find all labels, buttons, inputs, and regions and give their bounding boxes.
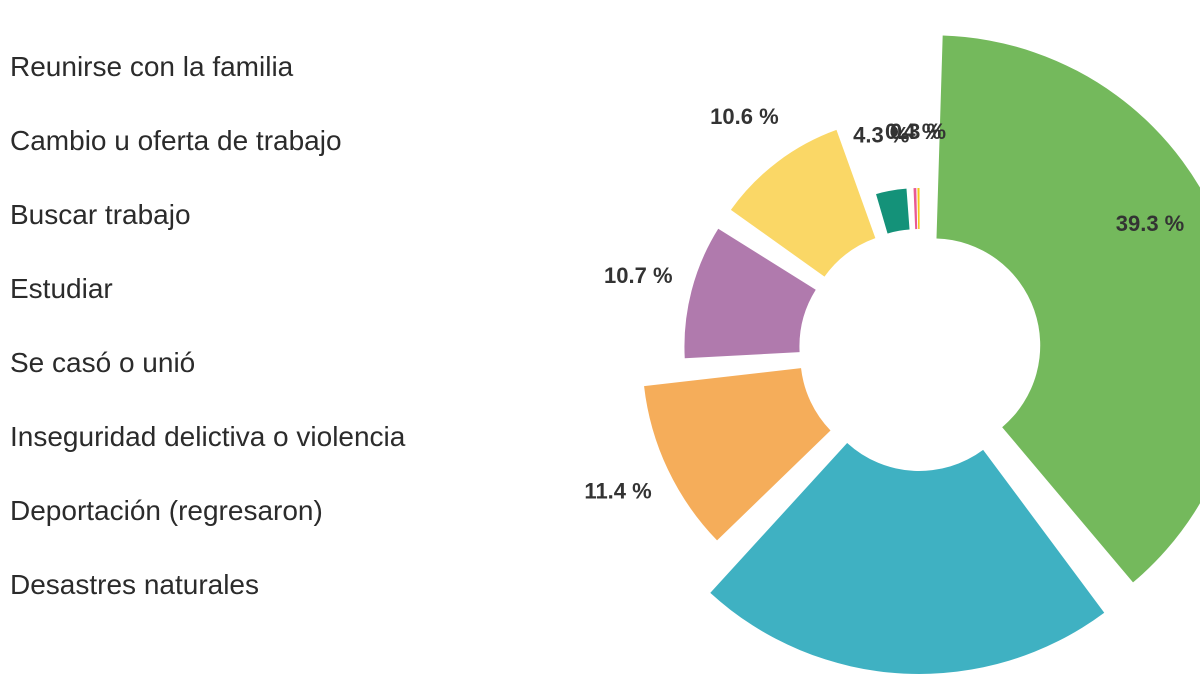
data-label-desastres-naturales: 0.3 % [890, 119, 946, 144]
data-label-se-caso-o-unio: 10.6 % [710, 104, 779, 129]
legend-item-desastres-naturales: Desastres naturales [10, 569, 260, 600]
legend-item-se-caso-o-unio: Se casó o unió [10, 347, 196, 378]
data-label-buscar-trabajo: 11.4 % [584, 479, 651, 504]
donut-slice-se-caso-o-unio [730, 129, 876, 277]
data-label-estudiar: 10.7 % [604, 263, 673, 288]
legend-item-reunirse-con-la-familia: Reunirse con la familia [10, 51, 294, 82]
donut-slice-deportacion-regresaron [913, 188, 918, 230]
donut-slice-reunirse-con-la-familia [936, 35, 1200, 583]
donut-slice-cambio-u-oferta-de-trabajo [710, 443, 1105, 674]
data-label-deportacion-regresaron: 0.4 % [885, 119, 941, 144]
donut-slice-estudiar [684, 228, 816, 359]
legend-item-inseguridad-delictiva-o-violencia: Inseguridad delictiva o violencia [10, 421, 406, 452]
data-label-inseguridad-delictiva-o-violencia: 4.3 % [853, 122, 909, 147]
legend-item-cambio-u-oferta-de-trabajo: Cambio u oferta de trabajo [10, 125, 342, 156]
chart-legend: Reunirse con la familia Cambio u oferta … [10, 44, 405, 636]
donut-slice-buscar-trabajo [644, 368, 831, 541]
data-label-reunirse-con-la-familia: 39.3 % [1116, 211, 1185, 236]
donut-slice-inseguridad-delictiva-o-violencia [876, 188, 910, 234]
donut-slice-desastres-naturales [917, 188, 920, 230]
legend-item-deportacion-regresaron: Deportación (regresaron) [10, 495, 323, 526]
legend-item-estudiar: Estudiar [10, 273, 113, 304]
legend-item-buscar-trabajo: Buscar trabajo [10, 199, 191, 230]
